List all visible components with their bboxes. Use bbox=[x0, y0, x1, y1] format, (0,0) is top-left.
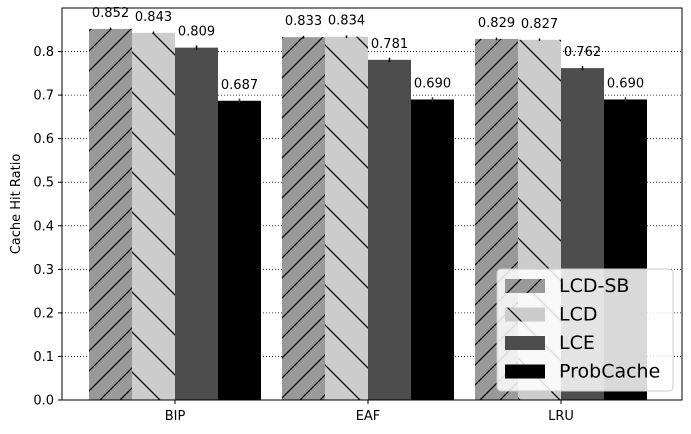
x-tick-label: BIP bbox=[165, 409, 186, 424]
legend-entry: LCD bbox=[559, 304, 597, 326]
legend-entry: LCE bbox=[559, 332, 595, 354]
axis-ticks: 0.0 0.1 0.2 0.3 0.4 0.5 0.6 0.7 0.8 BIP EAF LRU bbox=[33, 45, 574, 424]
x-tick-label: LRU bbox=[548, 409, 574, 424]
plot-frame bbox=[61, 7, 683, 401]
data-label: 0.852 bbox=[92, 6, 129, 21]
bar-probcache-bip bbox=[218, 100, 261, 401]
data-label: 0.843 bbox=[135, 10, 172, 25]
data-label: 0.827 bbox=[521, 17, 558, 32]
legend-swatch bbox=[505, 336, 545, 350]
legend-swatch bbox=[505, 364, 545, 379]
y-tick-label: 0.8 bbox=[33, 45, 54, 60]
x-tick-label: EAF bbox=[356, 409, 381, 424]
y-axis-label: Cache Hit Ratio bbox=[9, 154, 24, 255]
y-tick-label: 0.0 bbox=[33, 394, 54, 409]
y-tick-label: 0.4 bbox=[33, 219, 54, 234]
data-label: 0.833 bbox=[285, 14, 322, 29]
bar-hatch bbox=[89, 28, 132, 400]
data-label: 0.762 bbox=[564, 45, 601, 60]
legend: LCD-SB LCD LCE ProbCache bbox=[496, 268, 674, 392]
legend-swatch-hatch bbox=[505, 279, 545, 293]
y-tick-label: 0.3 bbox=[33, 263, 54, 278]
bar-probcache-eaf bbox=[411, 99, 454, 400]
data-label: 0.829 bbox=[478, 16, 515, 31]
data-label: 0.690 bbox=[414, 76, 451, 91]
y-tick-label: 0.7 bbox=[33, 89, 54, 104]
bar-lce-eaf bbox=[368, 59, 411, 400]
legend-entry: LCD-SB bbox=[559, 275, 629, 297]
data-labels: 0.852 0.833 0.829 0.843 0.834 0.827 0.809 0.781… bbox=[92, 6, 644, 93]
data-label: 0.690 bbox=[607, 76, 644, 91]
legend-entry: ProbCache bbox=[559, 361, 660, 383]
legend-swatch-hatch bbox=[505, 307, 545, 322]
y-tick-label: 0.1 bbox=[33, 350, 54, 365]
y-tick-label: 0.6 bbox=[33, 132, 54, 147]
y-tick-label: 0.5 bbox=[33, 176, 54, 191]
bar-hatch bbox=[132, 32, 175, 401]
y-tick-label: 0.2 bbox=[33, 306, 54, 321]
legend-box bbox=[496, 268, 674, 392]
bar-lce-bip bbox=[175, 47, 218, 400]
bar-hatch bbox=[325, 36, 368, 400]
data-label: 0.809 bbox=[178, 25, 215, 40]
data-label: 0.834 bbox=[328, 14, 365, 29]
bar-hatch bbox=[282, 37, 325, 400]
data-label: 0.781 bbox=[371, 37, 408, 52]
data-label: 0.687 bbox=[221, 78, 258, 93]
